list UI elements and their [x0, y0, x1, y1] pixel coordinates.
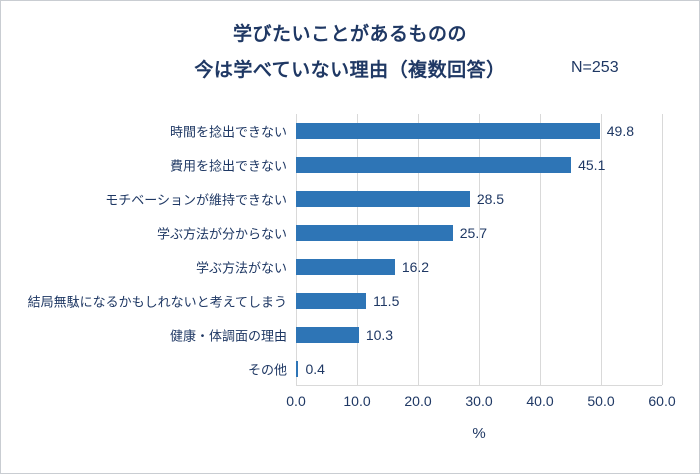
- chart-title-line-1: 学びたいことがあるものの: [232, 24, 467, 45]
- value-label: 11.5: [373, 293, 400, 309]
- category-label: 費用を捻出できない: [169, 158, 287, 174]
- bar: [296, 327, 359, 343]
- value-label: 0.4: [305, 361, 325, 377]
- chart-title-line-2: 今は学べていない理由（複数回答）: [194, 60, 506, 81]
- x-tick-label: 30.0: [465, 393, 493, 409]
- plot-area: [296, 114, 663, 386]
- bar: [296, 225, 453, 241]
- category-label: 時間を捻出できない: [169, 124, 287, 140]
- bar: [296, 157, 572, 173]
- bar: [296, 259, 395, 275]
- bar: [296, 293, 367, 309]
- category-label: 学ぶ方法が分からない: [156, 226, 287, 242]
- bar: [296, 123, 600, 139]
- bar: [296, 191, 470, 207]
- gridline: [357, 114, 358, 385]
- gridline: [540, 114, 541, 385]
- gridline: [418, 114, 419, 385]
- gridline: [296, 114, 297, 385]
- value-label: 16.2: [401, 259, 430, 275]
- value-label: 25.7: [459, 225, 488, 241]
- x-tick-label: 60.0: [648, 393, 676, 409]
- value-label: 28.5: [476, 191, 505, 207]
- x-tick-label: 0.0: [286, 393, 306, 409]
- x-axis-title: %: [472, 425, 486, 442]
- x-tick-label: 20.0: [404, 393, 432, 409]
- x-tick-label: 50.0: [587, 393, 615, 409]
- category-label: モチベーションが維持できない: [105, 192, 287, 208]
- category-label: その他: [247, 362, 287, 378]
- value-label: 49.8: [606, 123, 635, 139]
- value-label: 10.3: [365, 327, 394, 343]
- x-tick-label: 10.0: [343, 393, 371, 409]
- bar: [296, 361, 299, 377]
- sample-size-label: N=253: [571, 59, 619, 76]
- category-label: 結局無駄になるかもしれないと考えてしまう: [27, 294, 287, 310]
- gridline: [662, 114, 663, 385]
- category-label: 学ぶ方法がない: [195, 260, 287, 276]
- value-label: 45.1: [578, 157, 606, 173]
- category-label: 健康・体調面の理由: [169, 328, 287, 344]
- gridline: [479, 114, 480, 385]
- gridline: [601, 114, 602, 385]
- x-tick-label: 40.0: [526, 393, 554, 409]
